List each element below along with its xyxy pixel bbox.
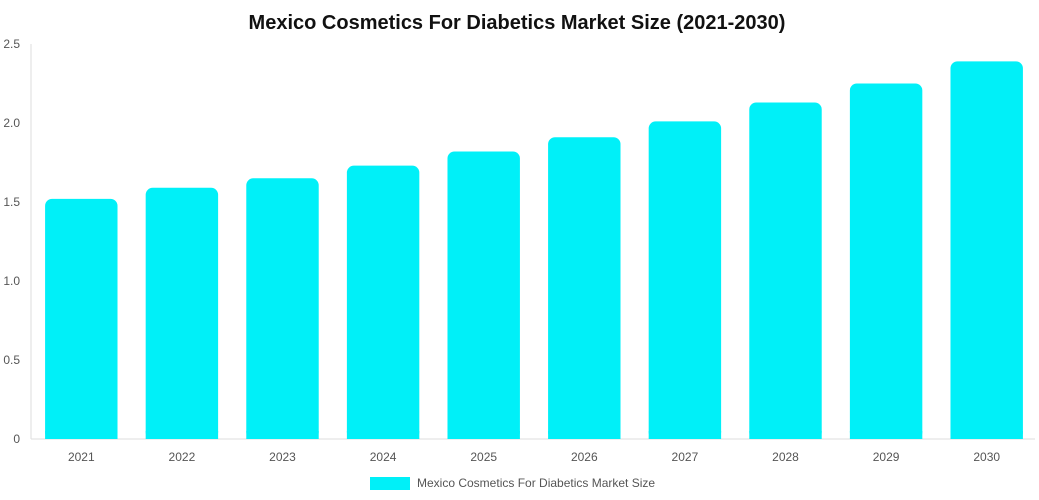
- bar-base-2027: [648, 431, 722, 439]
- bar-2023[interactable]: [246, 178, 319, 440]
- x-tick-label: 2029: [873, 450, 900, 464]
- x-tick-label: 2023: [269, 450, 296, 464]
- x-tick-label: 2026: [571, 450, 598, 464]
- y-tick-label: 1.0: [3, 274, 20, 288]
- bar-2027[interactable]: [648, 121, 722, 440]
- x-tick-label: 2021: [68, 450, 95, 464]
- x-tick-label: 2022: [169, 450, 196, 464]
- x-tick-label: 2028: [772, 450, 799, 464]
- bars-group: [45, 61, 1023, 440]
- bar-2021[interactable]: [45, 198, 118, 439]
- bar-base-2030: [950, 431, 1023, 439]
- bar-base-2023: [246, 431, 319, 439]
- x-tick-label: 2030: [973, 450, 1000, 464]
- x-tick-label: 2024: [370, 450, 397, 464]
- y-tick-label: 1.5: [3, 195, 20, 209]
- bar-base-2026: [548, 431, 621, 439]
- y-tick-label: 2.0: [3, 116, 20, 130]
- bar-2025[interactable]: [447, 151, 520, 439]
- bar-2026[interactable]: [548, 137, 621, 439]
- bar-2030[interactable]: [950, 61, 1023, 439]
- y-tick-label: 2.5: [3, 37, 20, 51]
- legend-label: Mexico Cosmetics For Diabetics Market Si…: [417, 476, 655, 490]
- bar-base-2025: [447, 431, 520, 439]
- x-tick-label: 2027: [672, 450, 699, 464]
- legend-swatch: [370, 477, 410, 490]
- y-tick-label: 0.5: [3, 353, 20, 367]
- legend[interactable]: Mexico Cosmetics For Diabetics Market Si…: [370, 476, 655, 490]
- y-axis-ticks: 0 0.5 1.0 1.5 2.0 2.5: [3, 37, 20, 446]
- bar-base-2022: [145, 431, 219, 439]
- bar-2024[interactable]: [346, 165, 420, 439]
- y-tick-label: 0: [13, 432, 20, 446]
- bar-2022[interactable]: [145, 187, 219, 439]
- chart-title: Mexico Cosmetics For Diabetics Market Si…: [249, 12, 786, 34]
- bar-2028[interactable]: [749, 102, 822, 440]
- bar-base-2029: [849, 431, 923, 439]
- bar-2029[interactable]: [849, 83, 923, 440]
- x-tick-label: 2025: [470, 450, 497, 464]
- bar-base-2028: [749, 431, 822, 439]
- x-axis-ticks: 2021 2022 2023 2024 2025 2026 2027 2028 2029 2030: [68, 450, 1000, 464]
- bar-base-2021: [45, 431, 118, 439]
- bar-base-2024: [346, 431, 420, 439]
